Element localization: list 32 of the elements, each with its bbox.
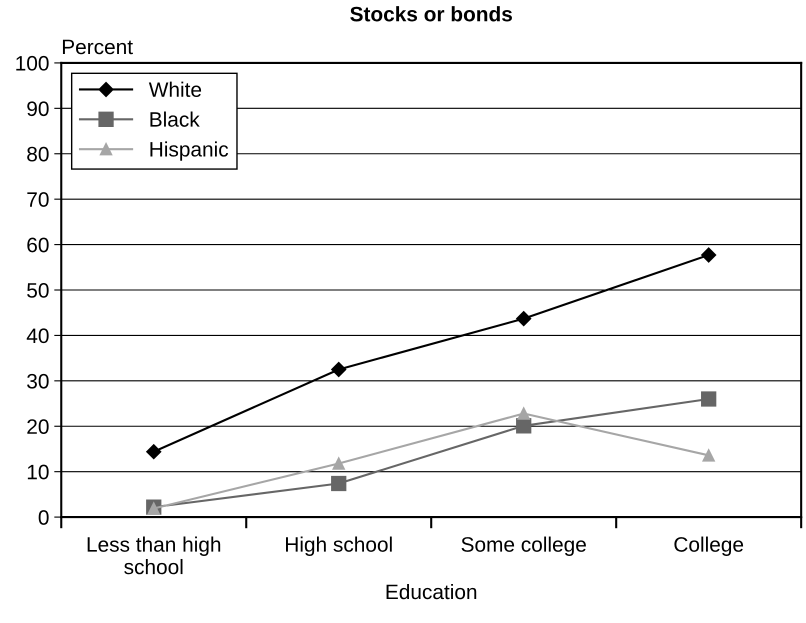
- y-tick-label: 10: [28, 464, 49, 480]
- y-tick-label: 60: [27, 238, 49, 252]
- point: [331, 362, 346, 378]
- y-tick-label: 40: [26, 328, 49, 344]
- point: [701, 391, 716, 407]
- x-axis-title: Education: [386, 584, 476, 600]
- x-tick-label: College: [674, 536, 744, 556]
- y-tick-label: 90: [27, 101, 49, 116]
- legend-label: Black: [150, 112, 200, 127]
- x-tick-label: Some college: [462, 536, 586, 556]
- y-tick-label: 80: [27, 146, 49, 162]
- y-tick-label: 100: [16, 56, 49, 71]
- legend-label: White: [148, 82, 202, 97]
- y-tick-label: 50: [27, 283, 49, 298]
- chart-title: Stocks or bonds: [350, 6, 512, 22]
- point: [701, 247, 716, 263]
- point: [147, 502, 160, 515]
- point: [516, 311, 532, 326]
- y-tick-label: 70: [27, 192, 49, 207]
- point: [517, 407, 530, 420]
- y-axis-title: Percent: [62, 40, 133, 54]
- y-tick-label: 0: [38, 510, 49, 525]
- x-tick-label: High school: [286, 536, 392, 556]
- y-tick-label: 30: [27, 374, 49, 389]
- legend-label: Hispanic: [150, 141, 228, 161]
- point: [332, 457, 345, 470]
- point: [331, 476, 346, 492]
- point: [516, 418, 532, 434]
- x-tick-label: Less than high school: [88, 536, 220, 574]
- point: [702, 449, 715, 462]
- point: [146, 444, 162, 460]
- y-tick-label: 20: [27, 419, 49, 434]
